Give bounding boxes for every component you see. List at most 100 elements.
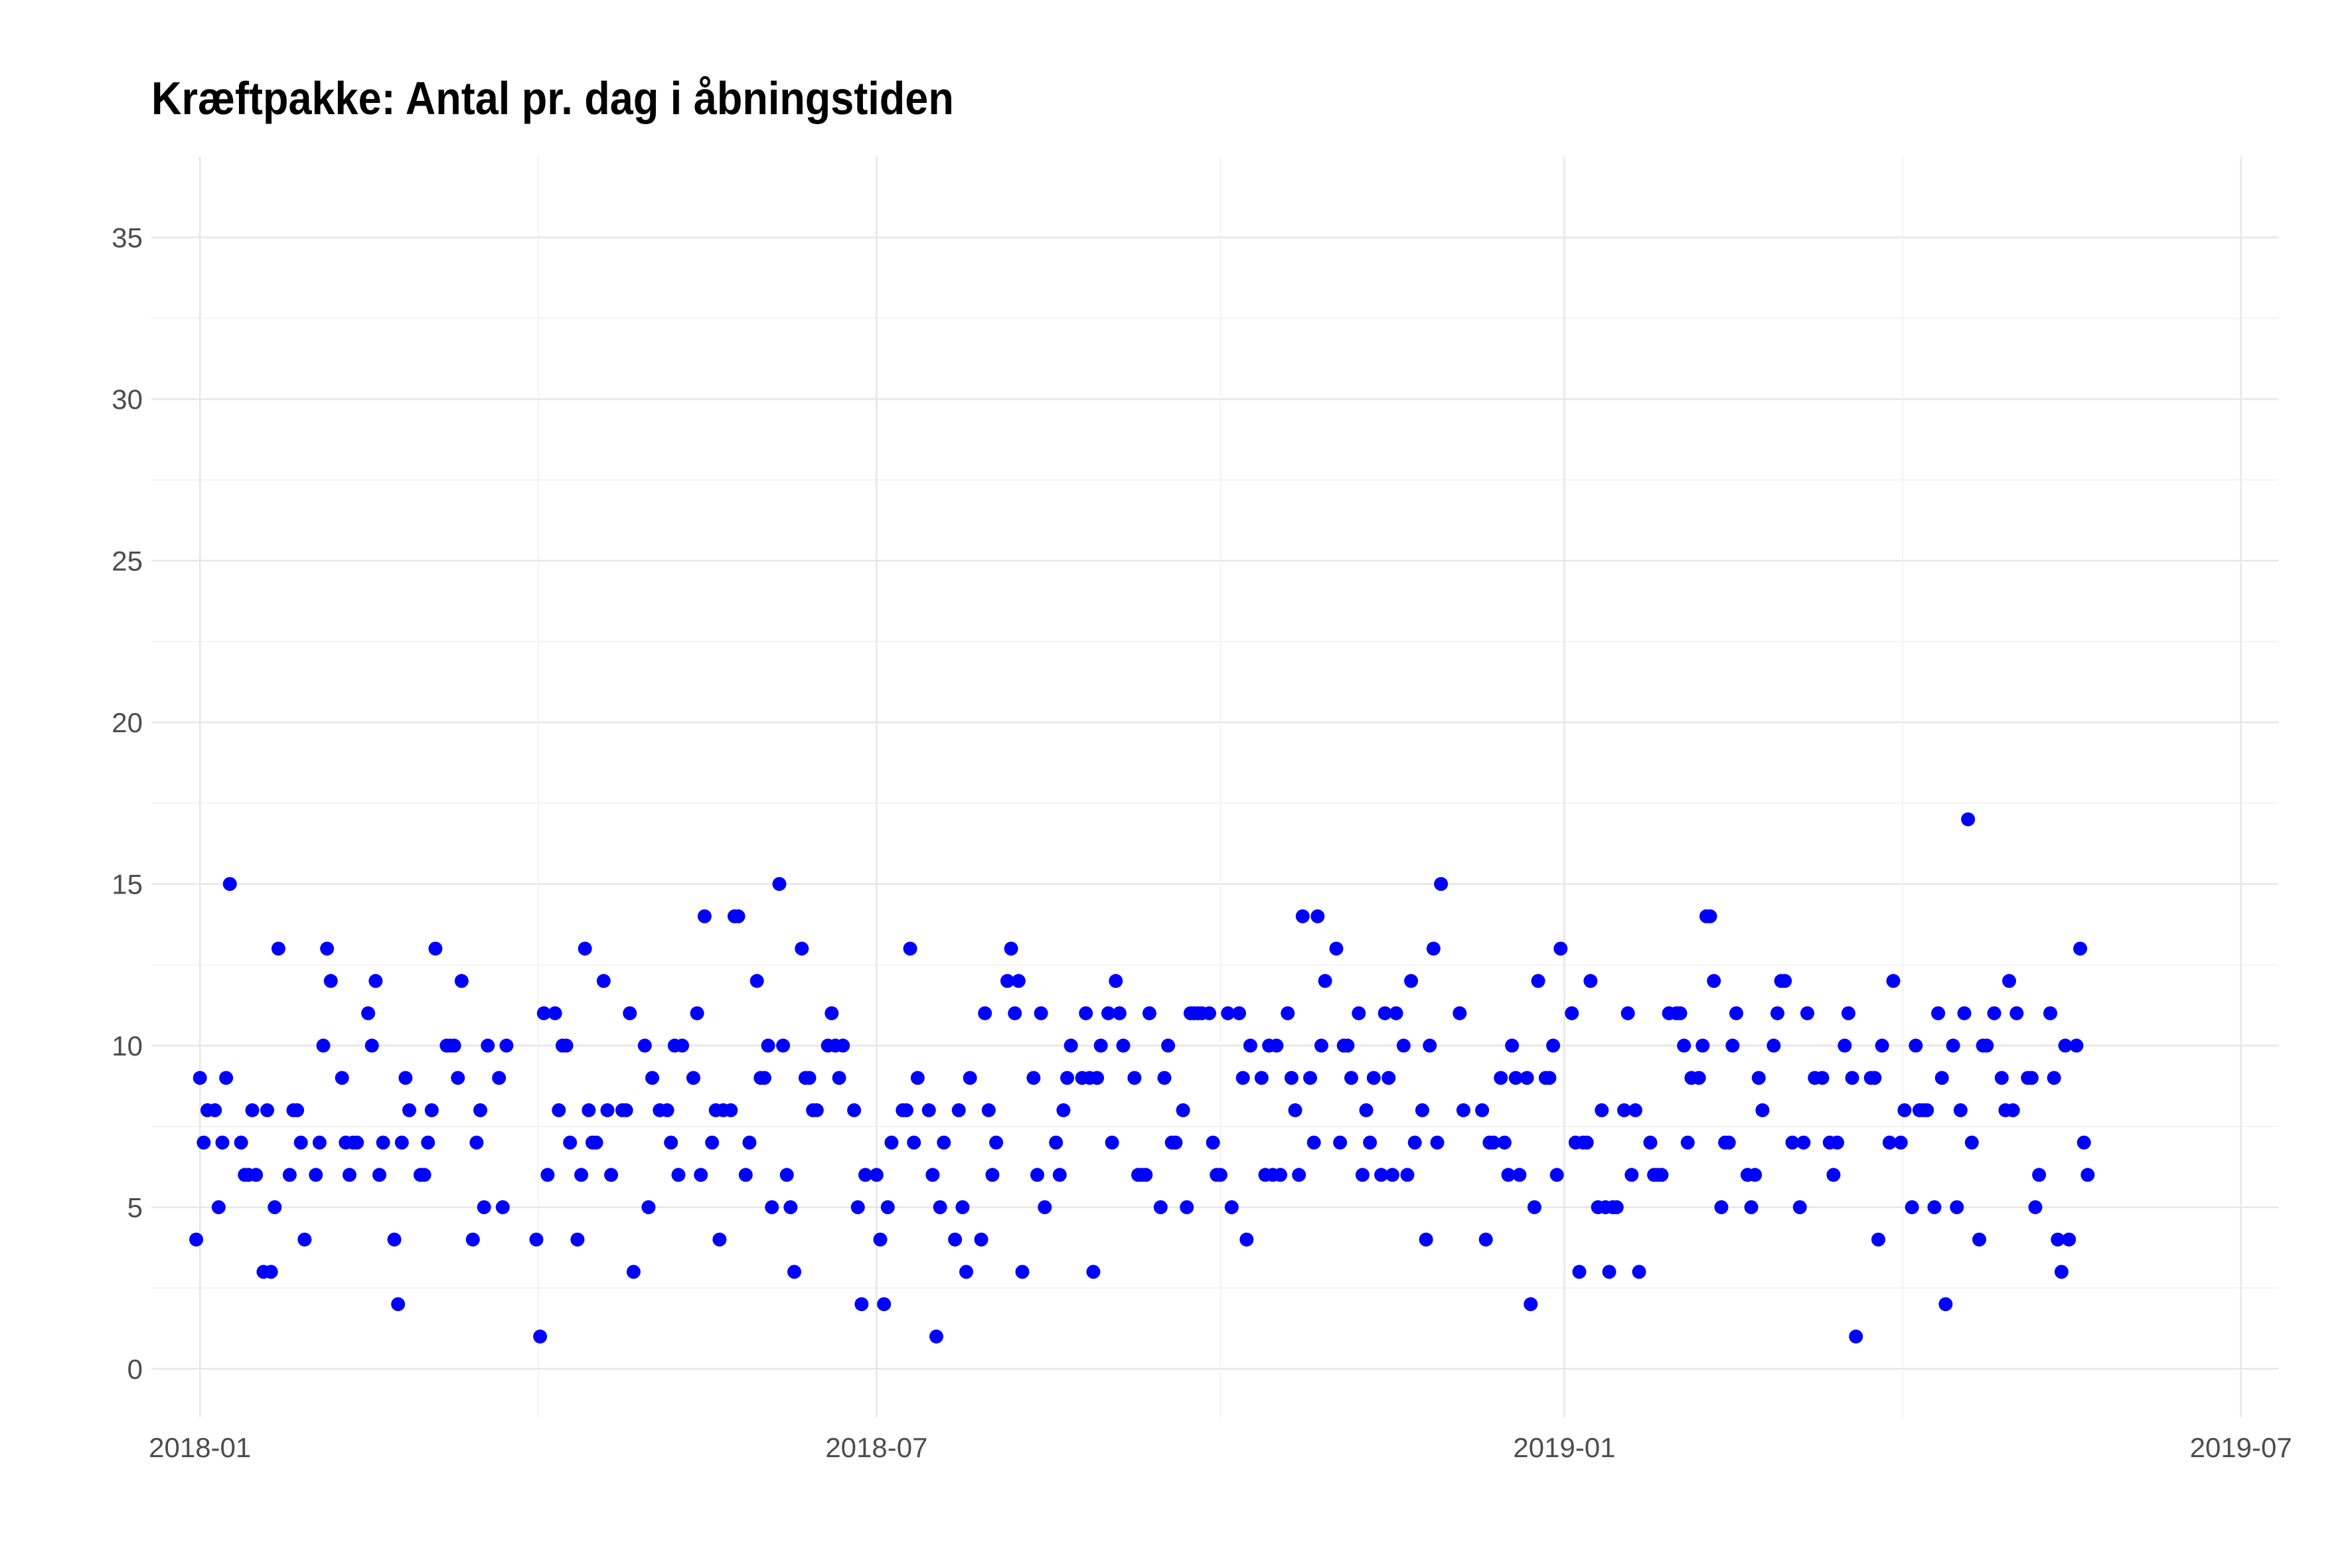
data-point: [1374, 1168, 1389, 1182]
data-point: [1273, 1168, 1288, 1182]
data-point: [925, 1168, 940, 1182]
data-point: [417, 1168, 431, 1182]
data-point: [481, 1038, 495, 1053]
data-point: [1572, 1265, 1587, 1279]
data-point: [948, 1232, 963, 1247]
data-point: [398, 1071, 413, 1085]
data-point: [316, 1038, 331, 1053]
grid: [151, 157, 2278, 1417]
data-point: [1497, 1135, 1512, 1150]
data-point: [2005, 1103, 2020, 1117]
data-point: [1770, 1006, 1784, 1020]
data-point: [1366, 1071, 1381, 1085]
y-tick-label: 15: [112, 869, 143, 900]
data-point: [1553, 941, 1568, 956]
data-point: [1927, 1200, 1942, 1214]
data-point: [779, 1168, 794, 1182]
data-point: [2058, 1038, 2073, 1053]
data-point: [1897, 1103, 1912, 1117]
data-point: [361, 1006, 376, 1020]
data-point: [2073, 941, 2088, 956]
data-point: [1000, 974, 1014, 988]
data-point: [1680, 1135, 1695, 1150]
data-point: [1407, 1135, 1422, 1150]
data-point: [749, 974, 764, 988]
data-point: [1303, 1071, 1318, 1085]
data-point: [1546, 1038, 1561, 1053]
data-point: [1112, 1006, 1127, 1020]
data-point: [1987, 1006, 2001, 1020]
data-point: [1235, 1071, 1250, 1085]
data-point: [447, 1038, 461, 1053]
data-point: [899, 1103, 913, 1117]
data-point: [1957, 1006, 1972, 1020]
data-point: [1434, 877, 1449, 892]
data-point: [312, 1135, 327, 1150]
data-point: [1004, 941, 1018, 956]
data-point: [1882, 1135, 1897, 1150]
data-point: [1703, 909, 1717, 923]
data-point: [1026, 1071, 1041, 1085]
data-point: [1980, 1038, 1994, 1053]
data-point: [1176, 1103, 1190, 1117]
data-point: [499, 1038, 514, 1053]
data-point: [641, 1200, 656, 1214]
data-point: [1101, 1006, 1116, 1020]
data-point: [877, 1297, 892, 1312]
data-point: [335, 1071, 349, 1085]
data-point: [1281, 1006, 1295, 1020]
data-point: [1729, 1006, 1744, 1020]
data-point: [951, 1103, 966, 1117]
data-point: [293, 1135, 308, 1150]
data-point: [697, 909, 712, 923]
data-point: [2043, 1006, 2058, 1020]
data-point: [589, 1135, 603, 1150]
data-point: [428, 941, 443, 956]
y-tick-label: 5: [127, 1192, 143, 1223]
data-point: [387, 1232, 402, 1247]
data-point: [742, 1135, 757, 1150]
data-point: [260, 1103, 275, 1117]
data-point: [1157, 1071, 1172, 1085]
data-point: [974, 1232, 988, 1247]
data-point: [731, 909, 745, 923]
data-point: [981, 1103, 996, 1117]
data-point: [548, 1006, 562, 1020]
data-point: [1815, 1071, 1830, 1085]
data-point: [1695, 1038, 1710, 1053]
data-point: [552, 1103, 566, 1117]
data-point: [2032, 1168, 2047, 1182]
x-tick-label: 2019-01: [1513, 1432, 1615, 1463]
data-point: [1306, 1135, 1321, 1150]
data-point: [245, 1103, 260, 1117]
data-point: [1153, 1200, 1168, 1214]
data-point: [1269, 1038, 1284, 1053]
data-point: [1994, 1071, 2009, 1085]
data-point: [368, 974, 383, 988]
data-point: [1524, 1297, 1538, 1312]
data-point: [1038, 1200, 1052, 1214]
data-point: [1938, 1297, 1953, 1312]
data-point: [1168, 1135, 1183, 1150]
data-point: [529, 1232, 544, 1247]
data-point: [540, 1168, 555, 1182]
data-point: [1920, 1103, 1934, 1117]
data-point: [645, 1071, 660, 1085]
data-point: [1359, 1103, 1373, 1117]
data-point: [694, 1168, 708, 1182]
data-point: [664, 1135, 678, 1150]
data-point: [1288, 1103, 1302, 1117]
data-point: [2024, 1071, 2039, 1085]
data-point: [249, 1168, 264, 1182]
data-point: [1015, 1265, 1030, 1279]
data-point: [424, 1103, 439, 1117]
data-point: [533, 1329, 548, 1344]
data-point: [921, 1103, 936, 1117]
data-point: [1232, 1006, 1247, 1020]
data-point: [903, 941, 917, 956]
data-point: [1049, 1135, 1063, 1150]
data-point: [907, 1135, 921, 1150]
data-point: [320, 941, 335, 956]
data-point: [854, 1297, 869, 1312]
data-point: [1090, 1071, 1105, 1085]
